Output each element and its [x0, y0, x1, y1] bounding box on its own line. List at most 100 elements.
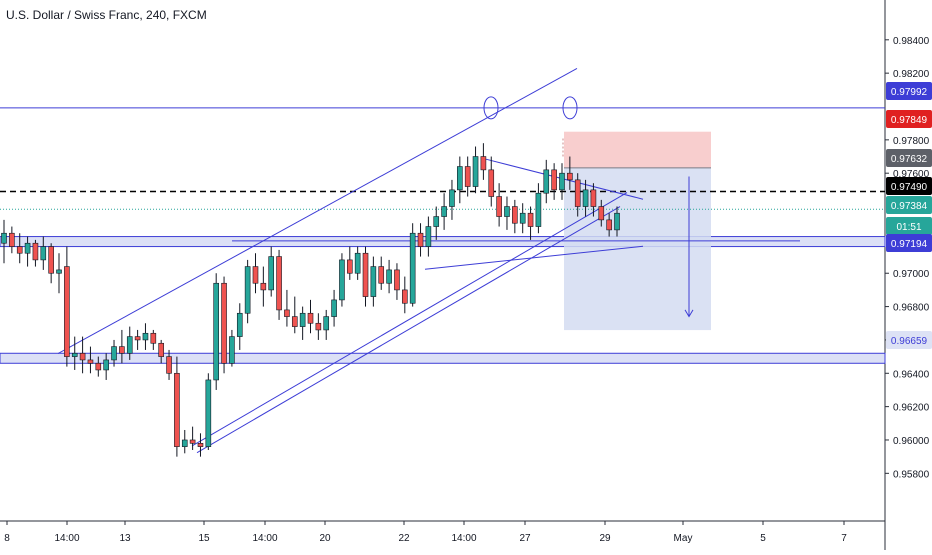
candle[interactable]	[103, 353, 109, 380]
candle[interactable]	[126, 326, 133, 360]
peak-circle-1[interactable]	[483, 96, 499, 120]
candle[interactable]	[441, 193, 447, 230]
candle[interactable]	[48, 243, 54, 284]
candle[interactable]	[181, 429, 188, 454]
candle[interactable]	[64, 246, 70, 367]
candle[interactable]	[323, 309, 330, 340]
candle[interactable]	[252, 253, 259, 294]
y-tick-label: 0.97800	[893, 136, 930, 147]
candle[interactable]	[87, 346, 94, 374]
candle[interactable]	[134, 329, 141, 350]
candle[interactable]	[174, 356, 180, 457]
channel-lower-line-2[interactable]	[191, 192, 628, 447]
candle-body	[551, 169, 557, 191]
candle[interactable]	[614, 206, 620, 237]
candle[interactable]	[16, 233, 23, 264]
candle[interactable]	[284, 289, 290, 327]
candle[interactable]	[449, 179, 455, 220]
candle[interactable]	[559, 163, 565, 200]
candle[interactable]	[189, 426, 196, 450]
price-label-text: 0.97632	[891, 154, 928, 165]
candle[interactable]	[339, 253, 345, 307]
candle[interactable]	[197, 433, 204, 457]
candle[interactable]	[71, 336, 78, 370]
candle[interactable]	[417, 223, 424, 257]
candle[interactable]	[480, 143, 487, 180]
candle-body	[598, 206, 605, 221]
candle[interactable]	[362, 246, 369, 307]
candle[interactable]	[464, 156, 471, 197]
candle[interactable]	[409, 223, 416, 307]
candle[interactable]	[158, 339, 164, 364]
candle[interactable]	[386, 259, 392, 294]
candle[interactable]	[567, 156, 573, 190]
candle[interactable]	[150, 329, 157, 350]
candle[interactable]	[354, 246, 361, 280]
take-profit-box[interactable]	[564, 167, 711, 331]
candle-body	[134, 336, 141, 341]
candle[interactable]	[56, 253, 62, 294]
candle[interactable]	[346, 246, 353, 280]
candle[interactable]	[291, 296, 298, 334]
candle[interactable]	[95, 356, 102, 377]
candle[interactable]	[40, 236, 47, 270]
candle[interactable]	[166, 349, 172, 380]
stop-loss-box[interactable]	[564, 131, 711, 168]
candle[interactable]	[488, 156, 495, 207]
peak-circle-2[interactable]	[562, 96, 578, 120]
channel-lower-line[interactable]	[196, 206, 621, 454]
candle[interactable]	[574, 173, 581, 217]
candle[interactable]	[551, 163, 557, 200]
candle[interactable]	[457, 156, 463, 204]
candle[interactable]	[307, 299, 314, 334]
candle[interactable]	[205, 373, 212, 450]
candle[interactable]	[299, 306, 306, 340]
candle[interactable]	[236, 303, 243, 350]
price-label-text: 0.96659	[891, 336, 928, 347]
candle[interactable]	[527, 206, 534, 240]
candle[interactable]	[24, 236, 31, 267]
candle[interactable]	[590, 183, 597, 217]
candle[interactable]	[472, 146, 479, 194]
candle[interactable]	[598, 199, 605, 227]
channel-upper-line[interactable]	[57, 68, 578, 355]
candle[interactable]	[315, 313, 322, 340]
candle[interactable]	[79, 336, 86, 374]
wedge-lower-line[interactable]	[424, 245, 644, 270]
candle[interactable]	[370, 256, 377, 307]
candle[interactable]	[9, 226, 15, 254]
candle[interactable]	[543, 159, 550, 204]
candle[interactable]	[32, 239, 39, 267]
candle[interactable]	[582, 179, 589, 217]
candle[interactable]	[496, 183, 502, 227]
candle[interactable]	[119, 329, 125, 364]
candle-body	[95, 362, 102, 371]
candle[interactable]	[512, 199, 518, 234]
candle[interactable]	[268, 246, 275, 297]
candle[interactable]	[394, 263, 400, 300]
candle[interactable]	[244, 259, 251, 324]
candle[interactable]	[111, 339, 117, 367]
candle[interactable]	[229, 329, 235, 367]
candle[interactable]	[433, 206, 440, 240]
candle[interactable]	[504, 196, 510, 230]
candle[interactable]	[1, 219, 7, 264]
candle[interactable]	[535, 183, 542, 234]
candle[interactable]	[260, 266, 267, 307]
candle[interactable]	[402, 276, 408, 314]
candle[interactable]	[331, 289, 337, 327]
price-label: 0.97632	[886, 149, 932, 167]
candle[interactable]	[425, 216, 432, 257]
lower-zone[interactable]	[0, 352, 886, 364]
support-zone[interactable]	[0, 236, 886, 248]
candle[interactable]	[221, 276, 227, 374]
candle[interactable]	[142, 323, 149, 350]
candle[interactable]	[276, 249, 282, 320]
candle[interactable]	[378, 256, 385, 290]
candle[interactable]	[606, 213, 612, 237]
candle[interactable]	[519, 203, 526, 234]
candle-body	[213, 282, 219, 381]
candle[interactable]	[213, 273, 219, 390]
